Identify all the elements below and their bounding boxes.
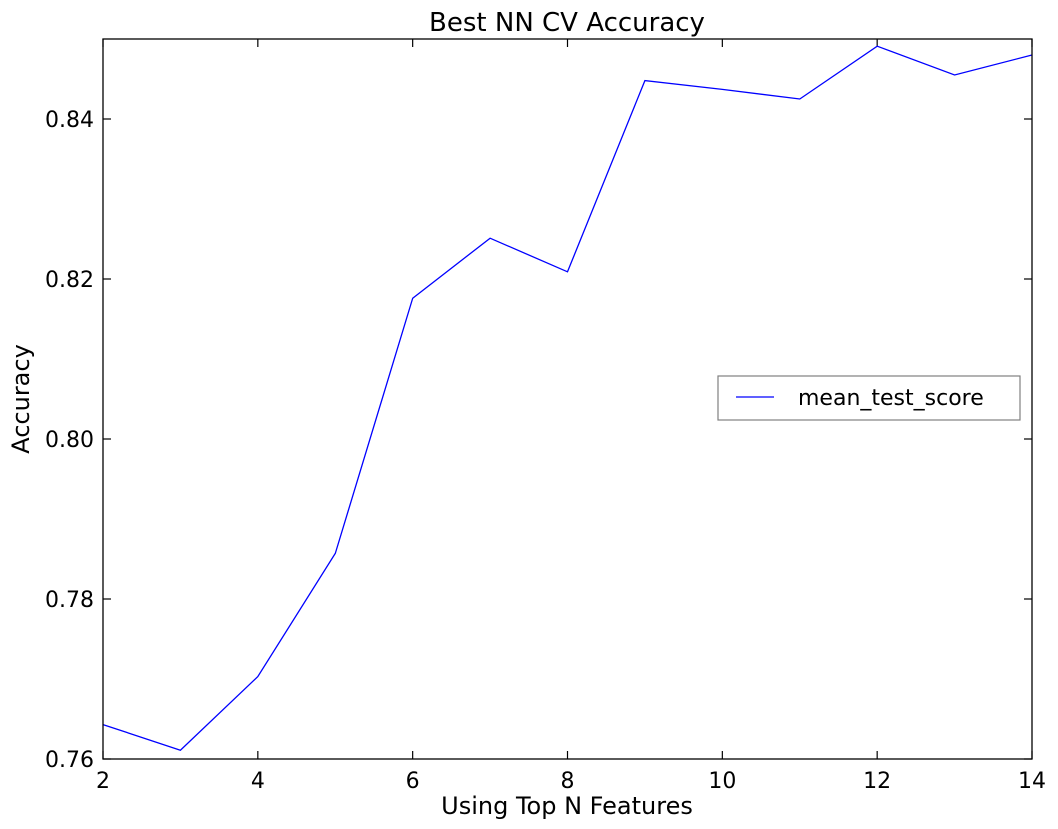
ticks-group: 2 4 6 8 10 12 14 0.76 0.78 0.80 0.82 0.84: [45, 39, 1046, 794]
x-tick-label: 10: [708, 769, 736, 794]
y-tick-label: 0.78: [45, 588, 94, 613]
legend-label-mean-test-score: mean_test_score: [798, 386, 984, 411]
y-axis-label: Accuracy: [7, 344, 35, 454]
x-tick-label: 2: [96, 769, 110, 794]
y-tick-label: 0.76: [45, 748, 94, 773]
x-tick-label: 6: [406, 769, 420, 794]
x-axis-label: Using Top N Features: [441, 792, 693, 820]
x-tick-label: 12: [863, 769, 891, 794]
y-tick-label: 0.80: [45, 428, 94, 453]
plot-frame: [102, 38, 1033, 760]
legend: mean_test_score: [717, 375, 1021, 421]
legend-box: [717, 375, 1021, 421]
x-tick-label: 14: [1018, 769, 1046, 794]
series-group: [102, 45, 1033, 751]
chart-title: Best NN CV Accuracy: [429, 8, 705, 38]
series-line-mean-test-score: [102, 45, 1033, 751]
x-tick-label: 8: [561, 769, 575, 794]
y-tick-label: 0.82: [45, 268, 94, 293]
x-tick-label: 4: [251, 769, 265, 794]
y-tick-label: 0.84: [45, 108, 94, 133]
